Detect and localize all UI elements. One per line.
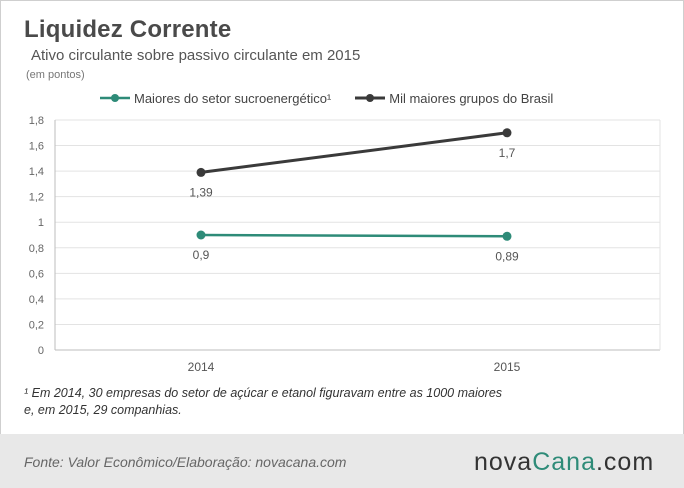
x-tick-label: 2014	[188, 360, 215, 374]
footer: Fonte: Valor Econômico/Elaboração: novac…	[0, 434, 684, 488]
data-point	[196, 230, 206, 240]
legend-item-sucro: Maiores do setor sucroenergético¹	[100, 91, 331, 106]
source-text: Fonte: Valor Econômico/Elaboração: novac…	[24, 454, 347, 470]
legend: Maiores do setor sucroenergético¹ Mil ma…	[100, 90, 577, 106]
footnote-line-1: ¹ Em 2014, 30 empresas do setor de açúca…	[24, 386, 503, 400]
y-tick-label: 0	[38, 345, 44, 357]
y-tick-label: 0,4	[29, 294, 44, 306]
y-tick-label: 1	[38, 217, 44, 229]
y-tick-label: 1,2	[29, 192, 44, 204]
y-tick-label: 0,8	[29, 243, 44, 255]
line-chart: 0 0,2 0,4 0,6 0,8 1 1,2 1,4 1,6 1,8 2014 2015 0,9 0,8…	[29, 115, 661, 374]
y-tick-label: 0,6	[29, 268, 44, 280]
data-label: 1,39	[189, 185, 213, 199]
legend-label-sucro: Maiores do setor sucroenergético¹	[134, 90, 332, 106]
footnote-line-2: e, em 2015, 29 companhias.	[24, 403, 182, 417]
y-tick-label: 0,2	[29, 319, 44, 331]
novacana-logo: novaCana.com	[474, 448, 654, 477]
y-tick-label: 1,8	[29, 115, 44, 127]
series-line	[200, 131, 508, 174]
legend-item-brasil: Mil maiores grupos do Brasil	[355, 91, 553, 106]
data-label: 1,7	[499, 146, 516, 160]
series-line	[200, 233, 508, 238]
logo-part-com: .com	[595, 448, 655, 476]
legend-marker-brasil	[355, 94, 386, 102]
legend-label-brasil: Mil maiores grupos do Brasil	[389, 90, 554, 106]
data-label: 0,9	[193, 248, 210, 262]
logo-part-cana: Cana	[532, 448, 596, 476]
chart-subtitle: Ativo circulante sobre passivo circulant…	[31, 47, 361, 64]
unit-note: (em pontos)	[26, 69, 85, 81]
logo-part-nova: nova	[474, 448, 533, 476]
data-label: 0,89	[495, 249, 519, 263]
chart-title: Liquidez Corrente	[24, 16, 232, 43]
legend-marker-sucro	[100, 94, 130, 102]
footnote: ¹ Em 2014, 30 empresas do setor de açúca…	[24, 385, 584, 419]
y-tick-label: 1,6	[29, 141, 44, 153]
data-point	[502, 128, 512, 138]
x-tick-label: 2015	[494, 360, 521, 374]
data-point	[502, 231, 512, 241]
data-point	[196, 167, 206, 177]
y-tick-label: 1,4	[29, 166, 44, 178]
